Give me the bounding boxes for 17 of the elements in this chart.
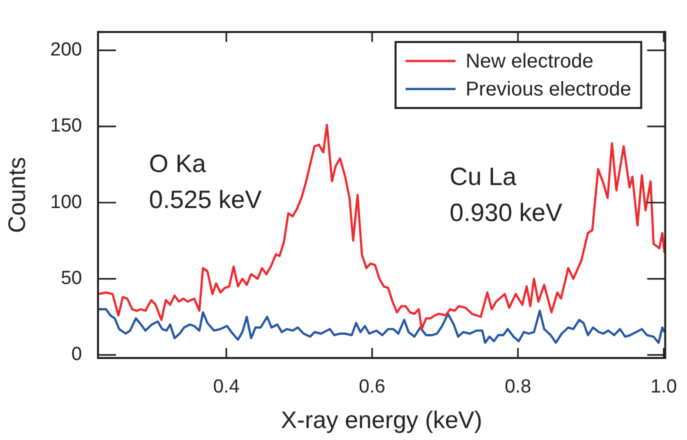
x-axis-title: X-ray energy (keV) (280, 407, 482, 434)
x-tick-label: 0.8 (504, 376, 532, 398)
y-tick-label: 200 (50, 40, 82, 61)
x-tick-label: 0.4 (213, 376, 240, 398)
y-tick-label: 100 (50, 192, 82, 213)
y-axis-title: Counts (4, 156, 32, 234)
x-tick-label: 1.0 (650, 376, 677, 398)
annotation: 0.525 keV (149, 186, 262, 214)
x-tick-label: 0.6 (358, 376, 386, 398)
y-tick-label: 0 (71, 344, 82, 366)
annotation: 0.930 keV (450, 199, 563, 228)
y-tick-label: 50 (60, 268, 82, 290)
legend-label: Previous electrode (466, 78, 632, 101)
annotation: O Ka (149, 150, 206, 178)
y-tick-label: 150 (50, 116, 82, 137)
annotation: Cu La (450, 163, 516, 192)
legend-label: New electrode (466, 50, 594, 73)
